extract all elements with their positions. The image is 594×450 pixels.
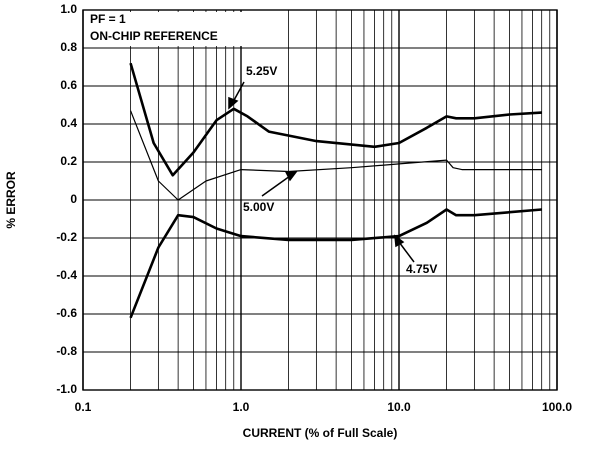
y-tick-label: -1.0 [56,382,77,396]
series-line [130,110,542,201]
annotation-box [86,12,258,46]
y-tick-label: 1.0 [60,2,77,16]
y-tick-label: -0.4 [56,268,77,282]
y-tick-label: -0.8 [56,344,77,358]
y-tick-label: 0 [70,192,77,206]
y-tick-label: 0.2 [60,154,77,168]
annotation: ON-CHIP REFERENCE [90,29,218,43]
y-tick-label: 0.4 [60,116,77,130]
series-line [129,208,542,319]
y-tick-label: 0.6 [60,78,77,92]
series-label: 5.25V [246,64,277,78]
x-tick-label: 1.0 [233,400,250,414]
plot-frame [82,9,558,391]
y-tick-label: 0.8 [60,40,77,54]
x-tick-label: 0.1 [75,400,92,414]
y-axis-label: % ERROR [4,171,18,229]
x-tick-label: 100.0 [542,400,572,414]
annotation: PF = 1 [90,12,126,26]
x-axis-label: CURRENT (% of Full Scale) [243,426,398,440]
y-tick-label: -0.6 [56,306,77,320]
arrows [228,81,415,263]
y-tick-label: -0.2 [56,230,77,244]
series-label: 5.00V [243,200,274,214]
series-label: 4.75V [406,262,437,276]
series-line [129,62,542,177]
x-tick-label: 10.0 [387,400,411,414]
